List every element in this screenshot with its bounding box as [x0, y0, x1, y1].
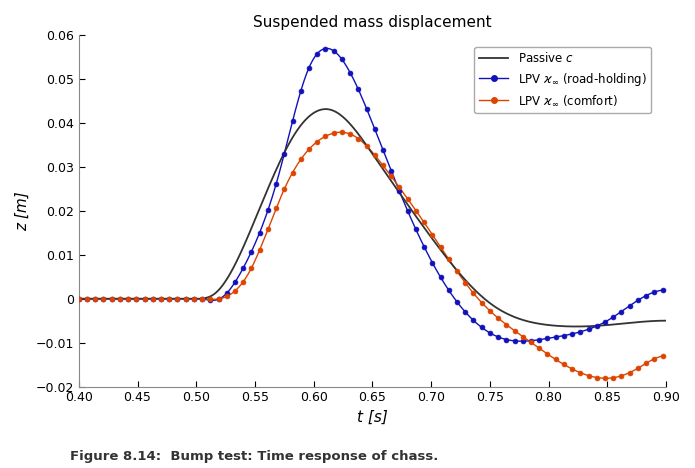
Y-axis label: z [m]: z [m] — [15, 191, 30, 231]
Title: Suspended mass displacement: Suspended mass displacement — [253, 15, 492, 30]
Legend: Passive $c$, LPV $\varkappa_\infty$ (road-holding), LPV $\varkappa_\infty$ (comf: Passive $c$, LPV $\varkappa_\infty$ (roa… — [474, 46, 651, 113]
X-axis label: t [s]: t [s] — [357, 410, 388, 425]
Text: Figure 8.14:  Bump test: Time response of chass.: Figure 8.14: Bump test: Time response of… — [70, 450, 438, 463]
